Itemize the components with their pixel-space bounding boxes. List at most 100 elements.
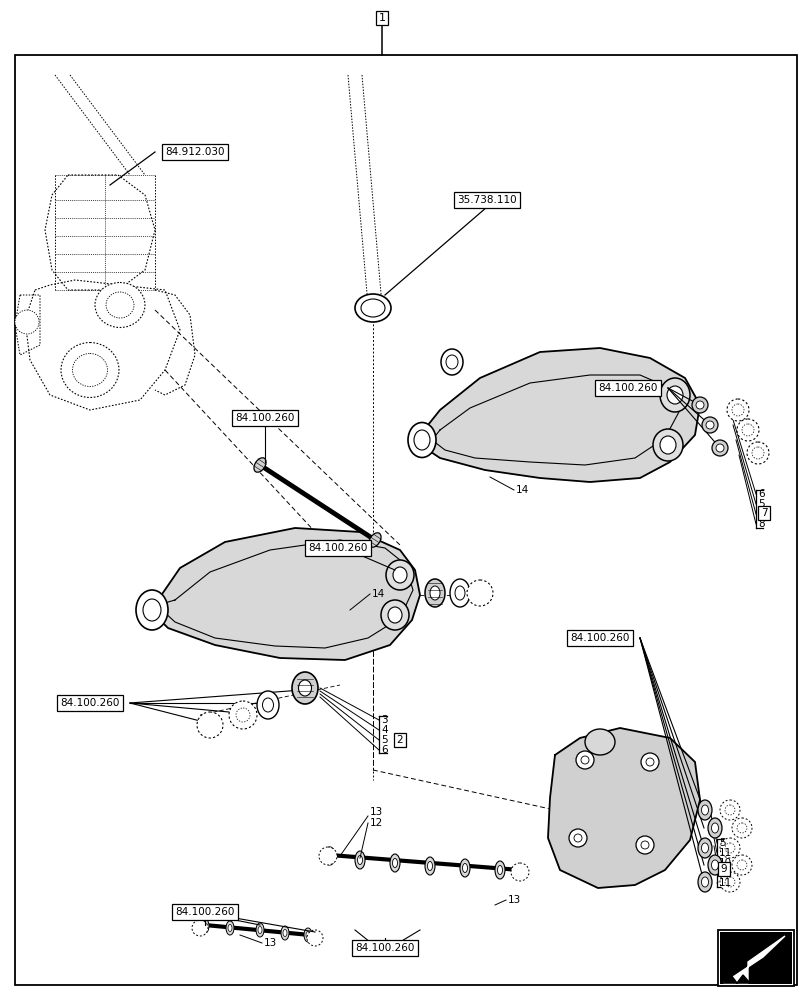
Ellipse shape	[254, 458, 266, 472]
Bar	[717, 930, 793, 986]
Text: 6: 6	[380, 745, 387, 755]
Ellipse shape	[324, 847, 335, 865]
Circle shape	[731, 818, 751, 838]
Text: 84.100.260: 84.100.260	[569, 633, 629, 643]
Text: 14: 14	[371, 589, 384, 599]
Ellipse shape	[697, 838, 711, 858]
Text: 14: 14	[515, 485, 529, 495]
Ellipse shape	[361, 299, 384, 317]
Circle shape	[307, 930, 323, 946]
Circle shape	[715, 444, 723, 452]
Polygon shape	[723, 975, 761, 983]
Circle shape	[736, 823, 746, 833]
Ellipse shape	[701, 877, 708, 887]
Ellipse shape	[327, 851, 332, 860]
Circle shape	[726, 399, 748, 421]
Circle shape	[15, 310, 39, 334]
Circle shape	[236, 708, 250, 722]
Text: 13: 13	[508, 895, 521, 905]
Circle shape	[229, 701, 257, 729]
Text: 11: 11	[718, 848, 732, 858]
Text: 84.100.260: 84.100.260	[235, 413, 294, 423]
Circle shape	[731, 855, 751, 875]
Ellipse shape	[143, 599, 161, 621]
Circle shape	[736, 419, 758, 441]
Text: 3: 3	[380, 715, 387, 725]
Circle shape	[640, 841, 648, 849]
Ellipse shape	[106, 292, 134, 318]
Ellipse shape	[659, 436, 676, 454]
Circle shape	[573, 834, 581, 842]
Ellipse shape	[95, 282, 145, 328]
Ellipse shape	[306, 931, 310, 938]
Ellipse shape	[707, 818, 721, 838]
Ellipse shape	[354, 851, 365, 869]
Text: 13: 13	[264, 938, 277, 948]
Circle shape	[719, 800, 739, 820]
Ellipse shape	[659, 378, 689, 412]
Ellipse shape	[258, 926, 262, 933]
Circle shape	[581, 756, 588, 764]
Ellipse shape	[392, 858, 397, 867]
Ellipse shape	[61, 342, 119, 397]
Ellipse shape	[257, 691, 279, 719]
Text: 12: 12	[370, 818, 383, 828]
Circle shape	[191, 920, 208, 936]
Ellipse shape	[201, 919, 208, 933]
Circle shape	[702, 417, 717, 433]
Text: 84.100.260: 84.100.260	[598, 383, 657, 393]
Circle shape	[575, 751, 594, 769]
Circle shape	[466, 580, 492, 606]
Ellipse shape	[701, 843, 708, 853]
Ellipse shape	[666, 386, 682, 404]
Text: 84.100.260: 84.100.260	[355, 943, 414, 953]
Ellipse shape	[262, 698, 273, 712]
Ellipse shape	[393, 567, 406, 583]
Ellipse shape	[228, 924, 232, 931]
Circle shape	[724, 843, 734, 853]
Circle shape	[640, 753, 659, 771]
Circle shape	[635, 836, 653, 854]
Ellipse shape	[462, 863, 467, 872]
Circle shape	[719, 838, 739, 858]
Circle shape	[646, 758, 653, 766]
Text: 84.100.260: 84.100.260	[308, 543, 367, 553]
Ellipse shape	[697, 872, 711, 892]
Text: 7: 7	[760, 508, 766, 518]
Text: 10: 10	[718, 858, 732, 868]
Polygon shape	[419, 348, 699, 482]
Ellipse shape	[389, 854, 400, 872]
Text: 9: 9	[720, 864, 727, 874]
Ellipse shape	[652, 429, 682, 461]
Bar	[719, 932, 791, 984]
Ellipse shape	[281, 926, 289, 940]
Ellipse shape	[72, 354, 107, 386]
Text: 8: 8	[757, 519, 764, 529]
Ellipse shape	[385, 560, 414, 590]
Text: 5: 5	[718, 868, 725, 878]
Ellipse shape	[388, 607, 401, 623]
Ellipse shape	[368, 533, 380, 547]
Ellipse shape	[298, 680, 311, 696]
Ellipse shape	[497, 865, 502, 874]
Ellipse shape	[424, 857, 435, 875]
Circle shape	[724, 877, 734, 887]
Ellipse shape	[303, 928, 311, 942]
Ellipse shape	[710, 860, 718, 870]
Text: 84.100.260: 84.100.260	[175, 907, 234, 917]
Ellipse shape	[701, 805, 708, 815]
Circle shape	[569, 829, 586, 847]
Text: 5: 5	[718, 838, 725, 848]
Circle shape	[705, 421, 713, 429]
Circle shape	[751, 447, 763, 459]
Ellipse shape	[440, 349, 462, 375]
Ellipse shape	[203, 922, 207, 929]
Circle shape	[724, 805, 734, 815]
Text: 13: 13	[370, 807, 383, 817]
Text: 1: 1	[378, 13, 385, 23]
Ellipse shape	[449, 579, 470, 607]
Ellipse shape	[424, 579, 444, 607]
Circle shape	[695, 401, 703, 409]
Circle shape	[691, 397, 707, 413]
Text: 84.912.030: 84.912.030	[165, 147, 225, 157]
